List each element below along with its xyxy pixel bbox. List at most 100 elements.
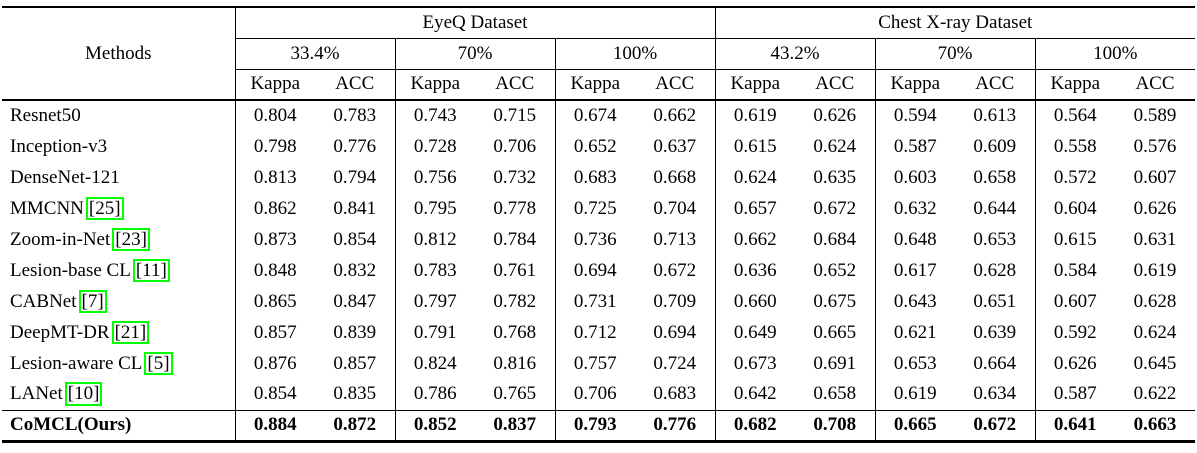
table-row: Zoom-in-Net [23] 0.873 0.854 0.812 0.784 0.736… bbox=[2, 224, 1195, 255]
value-cell: 0.603 bbox=[893, 166, 937, 188]
value-cell: 0.839 bbox=[315, 317, 396, 348]
metric-header-kappa: Kappa bbox=[875, 69, 955, 101]
value-cell: 0.662 bbox=[733, 228, 777, 250]
dataset-header-row: Methods EyeQ Dataset Chest X-ray Dataset bbox=[2, 7, 1195, 101]
method-name: CABNet bbox=[10, 290, 77, 312]
value-cell: 0.660 bbox=[733, 290, 777, 312]
value-cell: 0.592 bbox=[1053, 321, 1097, 343]
table-row: Inception-v3 0.798 0.776 0.728 0.706 0.652 0.6… bbox=[2, 131, 1195, 162]
value-cell: 0.673 bbox=[733, 352, 777, 374]
value-cell: 0.653 bbox=[955, 224, 1036, 255]
metric-header-kappa: Kappa bbox=[235, 69, 315, 101]
value-cell: 0.613 bbox=[955, 100, 1036, 131]
value-cell: 0.872 bbox=[315, 409, 396, 441]
metric-header-kappa: Kappa bbox=[555, 69, 635, 101]
value-cell: 0.645 bbox=[1133, 352, 1177, 374]
value-cell: 0.617 bbox=[893, 259, 937, 281]
table-body: Resnet50 0.804 0.783 0.743 0.715 0.674 0.662 0.… bbox=[2, 100, 1195, 441]
value-cell: 0.662 bbox=[635, 100, 716, 131]
value-cell: 0.619 bbox=[733, 105, 777, 126]
value-cell: 0.635 bbox=[795, 162, 876, 193]
metric-header-acc: ACC bbox=[1115, 69, 1195, 101]
table-row: LANet [10] 0.854 0.835 0.786 0.765 0.706 0.683 0… bbox=[2, 379, 1195, 410]
value-cell: 0.626 bbox=[1053, 352, 1097, 374]
percent-header: 100% bbox=[1035, 38, 1195, 70]
value-cell: 0.824 bbox=[413, 352, 457, 374]
table-row: DeepMT-DR [21] 0.857 0.839 0.791 0.768 0.712 0.… bbox=[2, 317, 1195, 348]
method-name: MMCNN bbox=[10, 197, 84, 219]
metric-header-kappa: Kappa bbox=[395, 69, 475, 101]
value-cell: 0.786 bbox=[413, 383, 457, 405]
percent-header: 33.4% bbox=[235, 38, 396, 70]
value-cell: 0.793 bbox=[555, 409, 635, 441]
citation-link[interactable]: [21] bbox=[111, 320, 150, 345]
eyeq-dataset-header: EyeQ Dataset bbox=[235, 7, 716, 39]
value-cell: 0.558 bbox=[1053, 135, 1097, 157]
value-cell: 0.724 bbox=[635, 348, 716, 379]
value-cell: 0.854 bbox=[253, 383, 297, 405]
value-cell: 0.728 bbox=[413, 135, 457, 157]
value-cell: 0.628 bbox=[1133, 290, 1177, 312]
value-cell: 0.664 bbox=[955, 348, 1036, 379]
value-cell: 0.624 bbox=[795, 131, 876, 162]
table-row: DenseNet-121 0.813 0.794 0.756 0.732 0.683 0.6… bbox=[2, 162, 1195, 193]
value-cell: 0.594 bbox=[893, 105, 937, 126]
value-cell: 0.708 bbox=[795, 409, 876, 441]
metric-header-acc: ACC bbox=[795, 69, 876, 101]
value-cell: 0.841 bbox=[315, 193, 396, 224]
percent-header: 70% bbox=[395, 38, 556, 70]
value-cell: 0.743 bbox=[413, 105, 457, 126]
citation-link[interactable]: [11] bbox=[132, 258, 170, 283]
value-cell: 0.761 bbox=[475, 255, 556, 286]
value-cell: 0.873 bbox=[253, 228, 297, 250]
method-name: CoMCL(Ours) bbox=[10, 414, 132, 435]
citation-link[interactable]: [10] bbox=[64, 382, 103, 407]
metric-header-acc: ACC bbox=[475, 69, 556, 101]
value-cell: 0.607 bbox=[1133, 166, 1177, 188]
value-cell: 0.854 bbox=[315, 224, 396, 255]
value-cell: 0.782 bbox=[475, 286, 556, 317]
value-cell: 0.757 bbox=[573, 352, 617, 374]
method-name: LANet bbox=[10, 383, 63, 405]
value-cell: 0.712 bbox=[573, 321, 617, 343]
value-cell: 0.694 bbox=[635, 317, 716, 348]
value-cell: 0.619 bbox=[1133, 259, 1177, 281]
value-cell: 0.622 bbox=[1133, 383, 1177, 405]
value-cell: 0.584 bbox=[1053, 259, 1097, 281]
value-cell: 0.783 bbox=[413, 259, 457, 281]
citation-link[interactable]: [25] bbox=[85, 196, 124, 221]
citation-link[interactable]: [7] bbox=[78, 289, 107, 314]
method-cell: Lesion-aware CL [5] bbox=[2, 348, 236, 379]
citation-link[interactable]: [23] bbox=[112, 227, 150, 252]
table-row: CABNet [7] 0.865 0.847 0.797 0.782 0.731 0.709 0… bbox=[2, 286, 1195, 317]
value-cell: 0.615 bbox=[1053, 228, 1097, 250]
percent-header: 100% bbox=[555, 38, 716, 70]
value-cell: 0.776 bbox=[635, 409, 716, 441]
value-cell: 0.683 bbox=[573, 166, 617, 188]
value-cell: 0.776 bbox=[315, 131, 396, 162]
value-cell: 0.804 bbox=[253, 105, 297, 126]
value-cell: 0.848 bbox=[253, 259, 297, 281]
value-cell: 0.865 bbox=[253, 290, 297, 312]
value-cell: 0.653 bbox=[893, 352, 937, 374]
value-cell: 0.783 bbox=[315, 100, 396, 131]
value-cell: 0.639 bbox=[955, 317, 1036, 348]
value-cell: 0.706 bbox=[573, 383, 617, 405]
table-row: Lesion-base CL [11] 0.848 0.832 0.783 0.761 0.… bbox=[2, 255, 1195, 286]
citation-link[interactable]: [5] bbox=[144, 351, 173, 376]
value-cell: 0.619 bbox=[893, 383, 937, 405]
percent-header-row: 33.4% 70% 100% 43.2% 70% 100% bbox=[2, 38, 1195, 70]
value-cell: 0.709 bbox=[635, 286, 716, 317]
value-cell: 0.576 bbox=[1133, 135, 1177, 157]
value-cell: 0.731 bbox=[573, 290, 617, 312]
value-cell: 0.621 bbox=[893, 321, 937, 343]
value-cell: 0.672 bbox=[635, 255, 716, 286]
value-cell: 0.649 bbox=[733, 321, 777, 343]
value-cell: 0.615 bbox=[733, 135, 777, 157]
table-row: Lesion-aware CL [5] 0.876 0.857 0.824 0.816 0.… bbox=[2, 348, 1195, 379]
value-cell: 0.795 bbox=[413, 197, 457, 219]
value-cell: 0.644 bbox=[955, 193, 1036, 224]
value-cell: 0.658 bbox=[795, 379, 876, 410]
value-cell: 0.626 bbox=[795, 100, 876, 131]
